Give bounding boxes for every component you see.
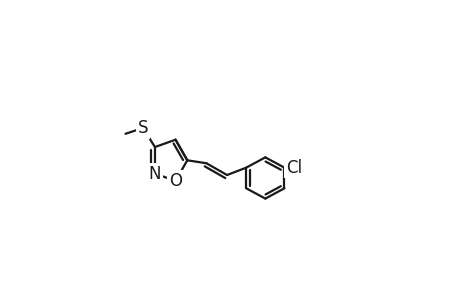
- Text: O: O: [168, 172, 182, 190]
- Text: Cl: Cl: [285, 159, 302, 177]
- Text: S: S: [138, 119, 148, 137]
- Text: N: N: [148, 165, 161, 183]
